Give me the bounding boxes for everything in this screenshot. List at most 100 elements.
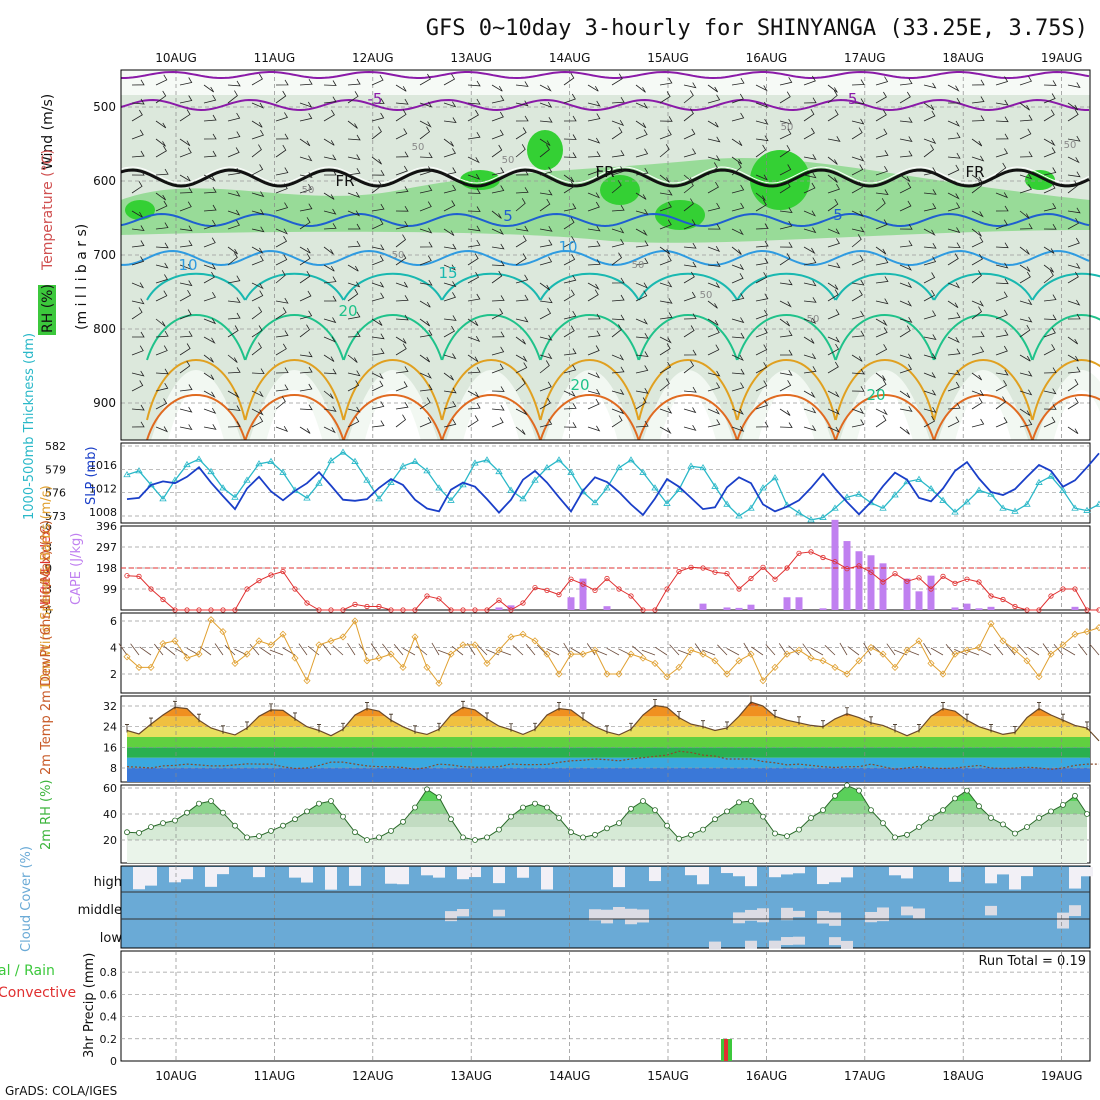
wind-barb: [659, 407, 673, 414]
wind-barb: [611, 415, 623, 428]
wind-barb: [851, 98, 865, 105]
wind-barb: [203, 336, 216, 344]
precip-tick: 0.6: [100, 988, 118, 1001]
wind-barb: [395, 366, 409, 374]
wind10-grid: [121, 613, 1090, 693]
wind-barb: [299, 138, 311, 147]
wind-barb: [683, 148, 697, 158]
wind-barb: [251, 282, 264, 290]
wind-barb: [251, 102, 264, 109]
wind-barb: [971, 418, 985, 428]
wind-barb: [539, 397, 551, 410]
temp-minmax-bar: [917, 724, 921, 733]
wind-barb: [155, 345, 168, 356]
rh2m-point: [868, 807, 874, 813]
cape-bars: [495, 519, 1079, 610]
li-point: [556, 591, 562, 598]
wind-barb: [971, 331, 985, 338]
li-point: [1024, 607, 1030, 613]
wind-barb: [899, 300, 912, 307]
wind-barb: [683, 108, 694, 122]
rh2m-point: [676, 835, 682, 842]
rh2m-point: [316, 800, 322, 807]
wind-barb: [875, 198, 886, 212]
temp-minmax-bar: [341, 722, 345, 732]
wind-barb: [563, 115, 577, 122]
thickness-point: [975, 486, 983, 493]
upper-ylabel-rh: RH (%): [40, 284, 56, 333]
thickness-point: [339, 448, 347, 455]
wind10-point: [159, 639, 167, 648]
li-point: [508, 607, 514, 613]
wind-barb: [947, 152, 961, 159]
wind-barb: [659, 255, 672, 266]
wind-barb: [923, 289, 936, 302]
wind-barb: [563, 254, 576, 266]
temp-minmax-bar: [125, 724, 129, 733]
li-point: [244, 586, 250, 592]
wind-barb: [251, 144, 262, 158]
wind10-barb: [437, 649, 452, 656]
wind10-barb: [717, 644, 728, 656]
wind-barb: [227, 354, 238, 363]
wind-barb: [348, 223, 361, 230]
wind-barb: [755, 293, 769, 302]
cloud-cell-high: [1069, 867, 1081, 889]
wind10-point: [459, 641, 467, 649]
wind-barb: [179, 138, 191, 147]
wind-barb: [779, 369, 793, 376]
wind-barb: [395, 252, 407, 266]
rh2m-point: [220, 809, 226, 816]
wind-barb: [731, 112, 745, 122]
wind-barb: [323, 223, 337, 230]
wind10-barb: [1005, 643, 1016, 656]
wind-barb: [131, 109, 143, 122]
rh-high-cell: [655, 200, 705, 230]
wind-barb: [323, 109, 335, 122]
diurnal-isotherm: [146, 272, 1100, 301]
wind-barb: [251, 408, 264, 416]
date-label-bottom: 15AUG: [647, 1069, 689, 1083]
cloud-cell-high: [985, 867, 997, 884]
thickness-point: [315, 479, 323, 486]
wind-barb: [779, 144, 791, 158]
wind-barb: [203, 114, 217, 122]
cloud-cell-high: [781, 867, 793, 875]
wind-barb: [1019, 419, 1033, 428]
thickness-tick: 582: [45, 440, 66, 453]
rh2m-point: [568, 829, 574, 836]
wind-barb: [395, 343, 407, 356]
wind-barb: [947, 369, 961, 376]
rh-low-core: [463, 390, 520, 440]
wind-barb: [203, 390, 216, 398]
wind-barb: [1019, 316, 1033, 323]
wind-barb: [875, 150, 889, 158]
wind-barb: [1067, 299, 1081, 306]
wind10-barb: [512, 645, 524, 656]
wind-barb: [515, 378, 526, 392]
wind10-ticks: 642: [110, 615, 117, 681]
wind-barb: [1043, 202, 1057, 212]
wind-barb: [995, 380, 1008, 392]
wind-barb: [587, 425, 601, 432]
wind-barb: [155, 90, 167, 104]
thickness-point: [807, 516, 815, 523]
wind-barb: [923, 167, 937, 176]
temp-minmax-bar: [437, 722, 441, 732]
wind-barb: [611, 324, 622, 338]
wind-barb: [371, 348, 385, 356]
wind10-barb: [824, 645, 836, 656]
panel-precip: 0.80.60.40.20 Run Total = 0.19 al / Rain…: [0, 950, 1091, 1068]
wind-barb: [275, 367, 289, 374]
isotherm-line: [121, 249, 1090, 267]
wind10-barb: [497, 649, 512, 656]
wind-barb: [227, 190, 241, 197]
wind10-point: [1047, 650, 1055, 658]
wind-barb: [179, 263, 193, 270]
wind-barb: [299, 78, 313, 86]
wind10-barb: [886, 643, 896, 656]
wind-barb: [443, 264, 456, 271]
wind-barb: [1067, 207, 1081, 214]
temp-minmax-bar: [797, 716, 801, 725]
